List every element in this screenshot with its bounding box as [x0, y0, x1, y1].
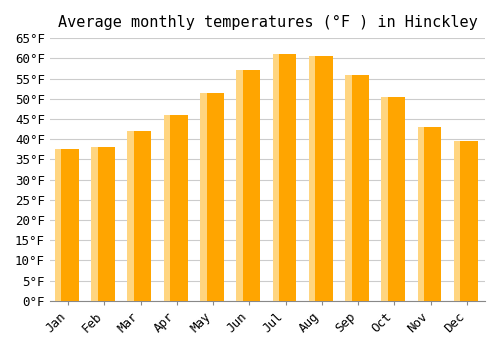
Bar — [420, 127, 442, 301]
Bar — [130, 131, 152, 301]
Bar — [236, 70, 243, 301]
Bar — [456, 141, 477, 301]
Bar — [128, 131, 134, 301]
Bar — [55, 149, 62, 301]
Bar — [384, 97, 405, 301]
Bar — [345, 75, 352, 301]
Bar — [166, 115, 188, 301]
Bar — [164, 115, 170, 301]
Bar — [272, 54, 279, 301]
Bar — [454, 141, 460, 301]
Bar — [57, 149, 79, 301]
Bar — [309, 56, 316, 301]
Bar — [91, 147, 98, 301]
Bar — [202, 93, 224, 301]
Bar — [418, 127, 424, 301]
Bar — [274, 54, 296, 301]
Bar — [382, 97, 388, 301]
Bar — [311, 56, 332, 301]
Bar — [200, 93, 206, 301]
Bar — [238, 70, 260, 301]
Bar — [347, 75, 369, 301]
Title: Average monthly temperatures (°F ) in Hinckley: Average monthly temperatures (°F ) in Hi… — [58, 15, 478, 30]
Bar — [94, 147, 115, 301]
